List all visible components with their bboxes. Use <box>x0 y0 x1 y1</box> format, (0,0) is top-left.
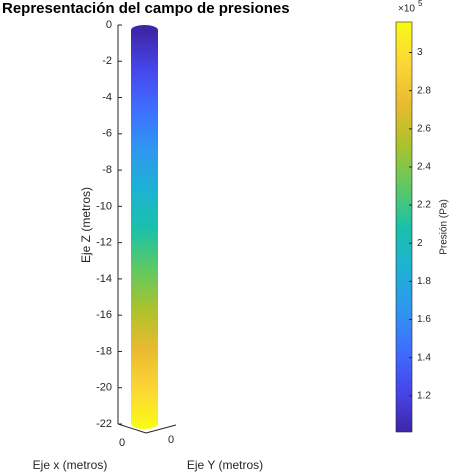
colorbar-tick-label: 2.2 <box>417 200 431 211</box>
x-axis-label: Eje x (metros) <box>33 458 108 472</box>
colorbar-tick-label: 1.6 <box>417 314 431 325</box>
colorbar-tick-label: 3 <box>417 47 423 58</box>
axis-box <box>117 423 147 434</box>
cylinder <box>131 30 158 429</box>
colorbar-tick-label: 2.4 <box>417 162 431 173</box>
z-tick-label: -8 <box>102 164 112 176</box>
z-tick-label: -4 <box>102 91 112 103</box>
colorbar <box>395 21 413 433</box>
colorbar-tick-label: 2.8 <box>417 85 431 96</box>
z-tick-label: -16 <box>96 309 112 321</box>
z-axis-label: Eje Z (metros) <box>79 187 93 263</box>
x-tick-label: 0 <box>119 437 125 449</box>
chart-title: Representación del campo de presiones <box>2 0 290 17</box>
z-tick-label: -10 <box>96 200 112 212</box>
y-tick-label: 0 <box>168 434 174 446</box>
colorbar-tick-label: 2 <box>417 238 423 249</box>
z-tick-label: -22 <box>96 418 112 430</box>
colorbar-exponent: ×10 <box>398 4 415 15</box>
z-tick-label: -14 <box>96 273 112 285</box>
axis-box <box>145 424 177 434</box>
z-tick-label: -20 <box>96 382 112 394</box>
z-tick-label: -2 <box>102 55 112 67</box>
colorbar-tick-label: 1.8 <box>417 276 431 287</box>
colorbar-tick-label: 2.6 <box>417 123 431 134</box>
z-tick-label: -6 <box>102 128 112 140</box>
colorbar-label: Presión (Pa) <box>439 199 450 255</box>
z-tick-label: -18 <box>96 345 112 357</box>
z-tick-label: -12 <box>96 237 112 249</box>
y-axis-label: Eje Y (metros) <box>187 458 263 472</box>
colorbar-tick-label: 1.2 <box>417 390 431 401</box>
z-tick-label: 0 <box>106 19 112 31</box>
colorbar-tick-label: 1.4 <box>417 352 431 363</box>
colorbar-exponent-power: 5 <box>418 0 423 8</box>
cylinder-cap <box>131 25 158 35</box>
